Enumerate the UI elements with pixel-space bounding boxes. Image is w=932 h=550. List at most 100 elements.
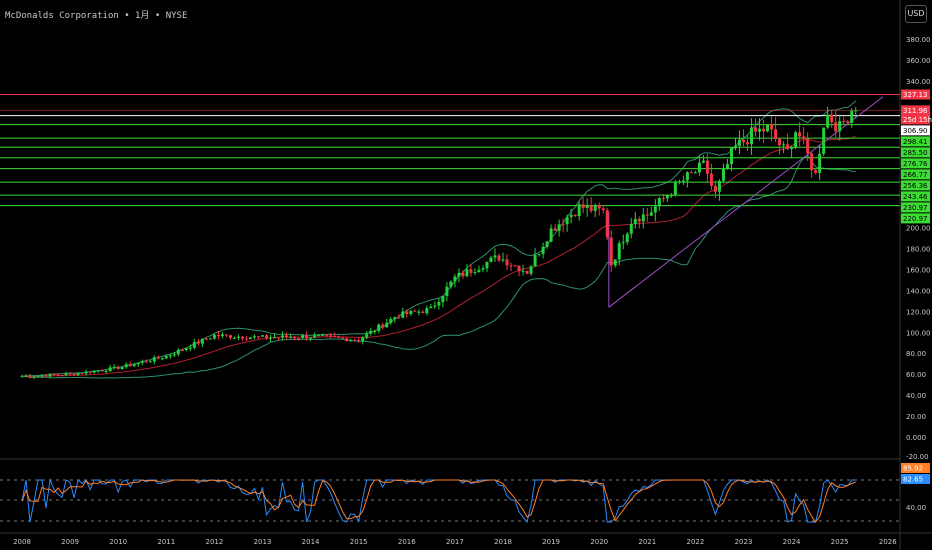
candle-body [613,259,617,266]
candle-body [774,129,778,140]
candle-body [36,375,40,377]
candle-body [261,335,264,337]
candle-body [381,324,385,328]
candle-body [297,338,301,340]
candle-body [208,338,212,340]
candle-body [112,366,116,368]
candle-body [737,139,741,146]
stochastic-d-line [21,479,856,523]
y-tick-label: 200.00 [906,225,931,233]
candle-body [108,367,112,371]
candle-body [537,254,541,256]
candle-body [750,127,754,145]
candle-body [665,195,669,199]
x-tick-label: 2019 [542,538,560,546]
bollinger-upper-line [21,100,857,377]
currency-button[interactable]: USD [905,5,927,23]
candle-body [72,373,76,375]
candle-body [489,257,493,263]
candle-body [445,286,449,297]
candle-body [557,224,561,231]
price-level-label: 285.50 [903,149,928,157]
price-level-badge [901,136,930,147]
candle-body [521,270,525,272]
price-level-label: 306.90 [903,127,928,135]
candle-body [713,185,717,192]
y-tick-label: 180.00 [906,246,931,254]
price-level-label: 256.36 [903,182,928,190]
candle-body [449,281,453,287]
candle-body [321,334,325,336]
candle-body [349,339,353,342]
price-level-label: 276.76 [903,160,928,168]
candle-body [148,361,152,363]
candle-body [794,132,798,148]
candle-body [617,243,621,260]
candle-body [677,181,681,183]
candle-body [285,335,289,338]
candle-body [172,354,176,356]
symbol-title: McDonalds Corporation • 1月 • NYSE [5,11,188,21]
candle-body [701,160,705,163]
candle-body [309,337,313,339]
price-level-badge [901,169,930,180]
candle-body [689,172,693,174]
y-tick-label: 60.00 [906,371,926,379]
x-tick-label: 2017 [446,538,464,546]
price-level-badge [901,180,930,191]
candle-body [525,270,529,274]
candle-body [637,218,641,222]
candle-body [92,370,96,373]
candle-body [641,214,645,222]
x-tick-label: 2011 [157,538,175,546]
candle-body [220,334,224,337]
candle-body [437,302,441,306]
candle-body [830,114,834,123]
candle-body [681,180,685,182]
candle-body [84,371,88,374]
x-tick-label: 2013 [254,538,272,546]
candle-body [770,124,774,130]
candle-body [361,337,365,342]
candle-body [293,337,297,339]
candle-body [104,370,108,372]
candle-body [810,153,814,171]
candle-body [565,217,569,225]
candle-body [56,374,60,376]
candle-body [156,357,160,359]
candle-body [725,164,729,170]
candle-body [265,335,269,339]
candle-body [301,335,305,339]
candle-body [216,334,220,337]
y-tick-label: 80.00 [906,350,926,358]
candle-body [545,241,549,247]
candle-body [709,173,713,186]
candle-body [601,208,605,211]
x-tick-label: 2008 [13,538,31,546]
candle-body [573,214,577,217]
price-level-badge [901,89,930,100]
candle-body [697,162,701,173]
candle-body [673,181,677,196]
candle-body [200,338,204,344]
price-level-label: 230.97 [903,204,928,212]
oscillator-k-value: 85.92 [903,465,923,473]
oscillator-mid-label: 40.00 [906,504,926,512]
candle-body [593,205,597,211]
candle-body [597,205,601,209]
x-tick-label: 2010 [109,538,127,546]
candle-body [798,132,802,137]
candle-body [441,296,445,303]
candle-body [553,228,557,231]
candle-body [377,324,381,331]
candle-body [854,110,858,112]
x-tick-label: 2024 [783,538,801,546]
x-tick-label: 2014 [302,538,320,546]
candle-body [669,195,673,197]
y-tick-label: 340.00 [906,78,931,86]
candle-body [529,266,533,274]
candle-body [581,204,585,208]
candle-body [685,172,689,181]
candle-body [313,335,317,338]
